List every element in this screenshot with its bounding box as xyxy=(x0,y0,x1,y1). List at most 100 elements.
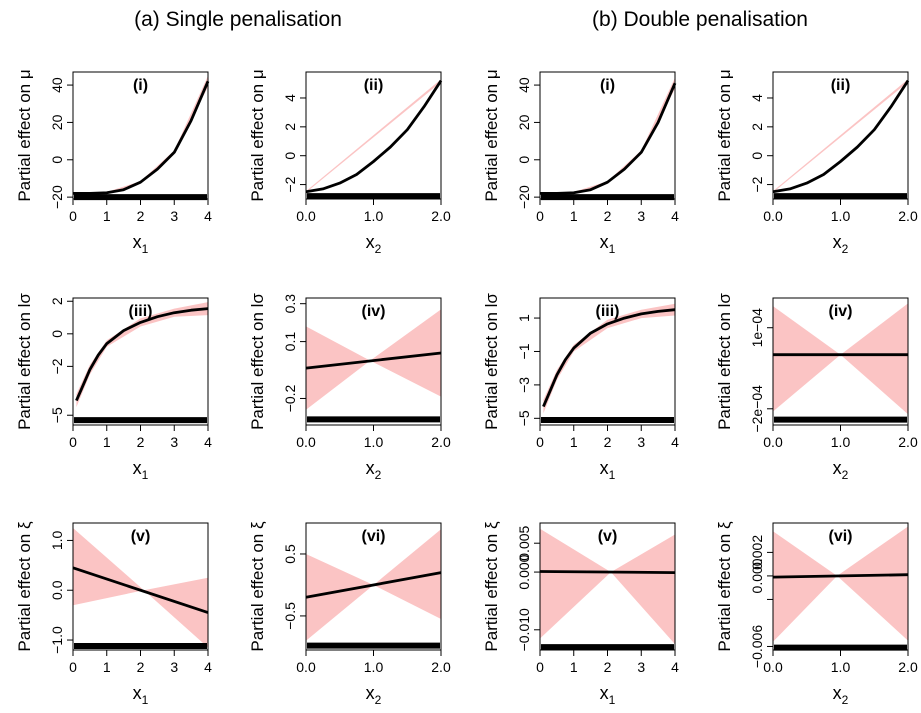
panel-a-v: 0 1 2 3 4 −1.0 0.0 1.0 (v) x1 Partial effect on ξ xyxy=(15,521,212,707)
panel-a-iii: 0 1 2 3 4 −5 −2 0 2 (iii) x1 Partial effect on lσ xyxy=(15,293,212,482)
y-tick-label: 0 xyxy=(282,152,298,160)
y-tick-label: −5 xyxy=(516,410,532,426)
effect-line xyxy=(73,80,210,195)
x-tick-label: 3 xyxy=(170,659,178,675)
y-tick-label: 40 xyxy=(49,77,65,93)
x-tick-label: 3 xyxy=(637,208,645,224)
x-axis-label: x2 xyxy=(833,458,849,482)
panel-label: (ii) xyxy=(364,77,384,94)
x-tick-label: 2.0 xyxy=(898,434,918,450)
confidence-band xyxy=(540,77,675,195)
y-tick-label: 0.002 xyxy=(749,535,765,570)
y-tick-label: −2 xyxy=(749,176,765,192)
x-tick-label: 1 xyxy=(570,208,578,224)
x-tick-label: 0 xyxy=(536,208,544,224)
y-tick-label: −3 xyxy=(516,377,532,393)
x-tick-label: 4 xyxy=(671,208,679,224)
title-single-penalisation: (a) Single penalisation xyxy=(134,8,342,31)
x-axis-label: x2 xyxy=(833,232,849,256)
x-axis-label: x1 xyxy=(600,458,616,482)
y-tick-label: −0.5 xyxy=(282,602,298,630)
panel-a-iv: 0.0 1.0 2.0 −0.2 0.1 0.3 (iv) x2 Partial effect … xyxy=(248,293,451,482)
y-tick-label: 0.005 xyxy=(516,525,532,560)
x-tick-label: 0.0 xyxy=(296,434,316,450)
y-tick-label: 1.0 xyxy=(49,530,65,550)
x-tick-label: 0.0 xyxy=(763,659,783,675)
x-tick-label: 2.0 xyxy=(431,659,451,675)
confidence-band xyxy=(773,526,908,642)
y-tick-label: 0.5 xyxy=(282,544,298,564)
x-tick-label: 0 xyxy=(69,659,77,675)
y-tick-label: 0 xyxy=(516,156,532,164)
x-tick-label: 4 xyxy=(671,659,679,675)
x-tick-label: 2 xyxy=(604,659,612,675)
y-tick-label: 0.1 xyxy=(282,332,298,352)
effect-line xyxy=(772,573,909,579)
x-tick-label: 1 xyxy=(103,434,111,450)
effect-line xyxy=(305,351,442,370)
x-tick-label: 2.0 xyxy=(898,208,918,224)
rug-marks xyxy=(307,416,440,423)
confidence-band xyxy=(306,79,441,193)
x-tick-label: 0.0 xyxy=(763,208,783,224)
x-tick-label: 4 xyxy=(204,434,212,450)
y-axis-label: Partial effect on ξ xyxy=(248,521,267,652)
x-tick-label: 1.0 xyxy=(364,659,384,675)
y-tick-label: 2 xyxy=(49,297,65,305)
x-axis-label: x1 xyxy=(133,232,149,256)
x-tick-label: 1 xyxy=(103,208,111,224)
x-axis-label: x2 xyxy=(366,458,382,482)
y-tick-label: 0 xyxy=(49,156,65,164)
x-tick-label: 1 xyxy=(570,434,578,450)
y-axis-label: Partial effect on ξ xyxy=(715,521,734,652)
y-tick-label: 4 xyxy=(282,94,298,102)
panel-a-ii: 0.0 1.0 2.0 −2 0 2 4 (ii) x2 Partial effect on μ xyxy=(248,69,451,256)
effect-line xyxy=(72,566,209,614)
y-axis-label: Partial effect on μ xyxy=(482,69,501,201)
y-axis-label: Partial effect on lσ xyxy=(482,293,501,430)
y-axis-label: Partial effect on ξ xyxy=(482,521,501,652)
y-tick-label: −1.0 xyxy=(49,626,65,654)
x-axis-label: x1 xyxy=(600,683,616,707)
x-tick-label: 1.0 xyxy=(364,434,384,450)
title-double-penalisation: (b) Double penalisation xyxy=(592,8,808,31)
y-tick-label: 0 xyxy=(749,152,765,160)
x-tick-label: 2 xyxy=(604,434,612,450)
confidence-band xyxy=(73,528,208,648)
x-tick-label: 0 xyxy=(69,434,77,450)
rug-marks xyxy=(74,417,207,424)
x-tick-label: 1.0 xyxy=(831,659,851,675)
x-tick-label: 4 xyxy=(204,659,212,675)
panel-label: (v) xyxy=(131,528,151,545)
y-axis-label: Partial effect on lσ xyxy=(715,293,734,430)
x-tick-label: 0 xyxy=(536,434,544,450)
x-axis-label: x2 xyxy=(366,232,382,256)
y-tick-label: 2 xyxy=(282,123,298,131)
panel-label: (i) xyxy=(600,77,615,94)
x-tick-label: 3 xyxy=(637,434,645,450)
effect-line xyxy=(539,570,676,574)
x-tick-label: 2 xyxy=(604,208,612,224)
x-axis-label: x2 xyxy=(366,683,382,707)
y-tick-label: 0 xyxy=(49,330,65,338)
confidence-band xyxy=(773,79,908,193)
effect-line xyxy=(305,79,443,194)
panel-label: (ii) xyxy=(831,77,851,94)
x-axis-label: x1 xyxy=(133,683,149,707)
panel-label: (iii) xyxy=(596,303,620,320)
y-tick-label: −2e−04 xyxy=(749,385,765,433)
x-tick-label: 2 xyxy=(137,208,145,224)
y-axis-label: Partial effect on μ xyxy=(248,69,267,201)
y-tick-label: −1 xyxy=(516,343,532,359)
rug-marks xyxy=(307,642,440,649)
y-tick-label: −20 xyxy=(516,185,532,209)
rug-marks xyxy=(541,194,674,201)
y-tick-label: 0.3 xyxy=(282,294,298,314)
y-tick-label: −20 xyxy=(49,185,65,209)
y-tick-label: −0.010 xyxy=(516,608,532,651)
y-axis-label: Partial effect on lσ xyxy=(15,293,34,430)
panel-label: (iv) xyxy=(362,303,386,320)
